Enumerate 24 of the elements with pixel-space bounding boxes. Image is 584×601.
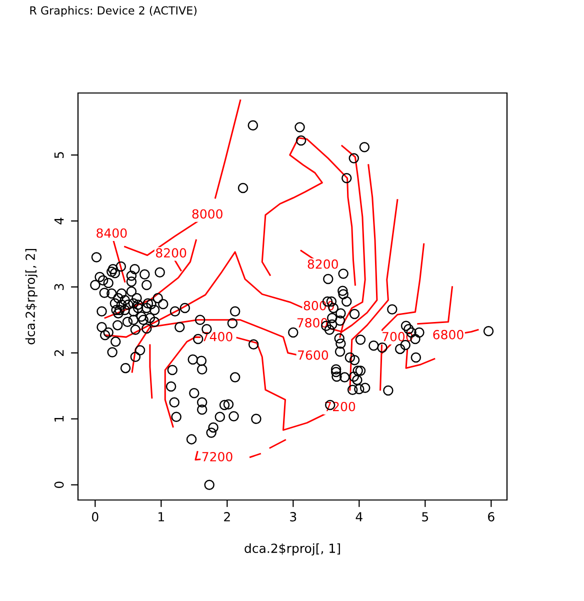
series-label: 8400 [96, 228, 127, 238]
series-label: 7600 [298, 350, 328, 360]
text: R Graphics: Device 2 (ACTIVE) [30, 6, 196, 17]
x-tick-label: 2 [224, 512, 230, 522]
x-tick-label: 5 [422, 512, 428, 522]
y-tick-label: 2 [54, 350, 64, 356]
x-tick-label: 6 [488, 512, 494, 522]
series-label: 7400 [202, 332, 232, 342]
series-label: 8000 [192, 209, 222, 219]
x-axis-title: dca.2$rproj[, 1] [244, 543, 340, 556]
y-tick-label: 1 [54, 416, 64, 422]
series-label: 6800 [433, 330, 464, 340]
x-tick-label: 1 [158, 512, 164, 522]
y-tick-label: 5 [54, 152, 64, 158]
x-tick-label: 4 [356, 512, 362, 522]
series-label: 7200 [202, 452, 232, 462]
x-tick-label: 0 [92, 512, 98, 522]
y-tick-label: 4 [54, 218, 64, 224]
series-label: 8200 [156, 248, 186, 258]
x-tick-label: 3 [290, 512, 296, 522]
y-tick-label: 3 [54, 284, 64, 290]
y-tick-label: 0 [54, 482, 64, 488]
series-label: 8200 [308, 259, 338, 269]
y-axis-title: dca.2$rproj[, 2] [25, 249, 38, 344]
